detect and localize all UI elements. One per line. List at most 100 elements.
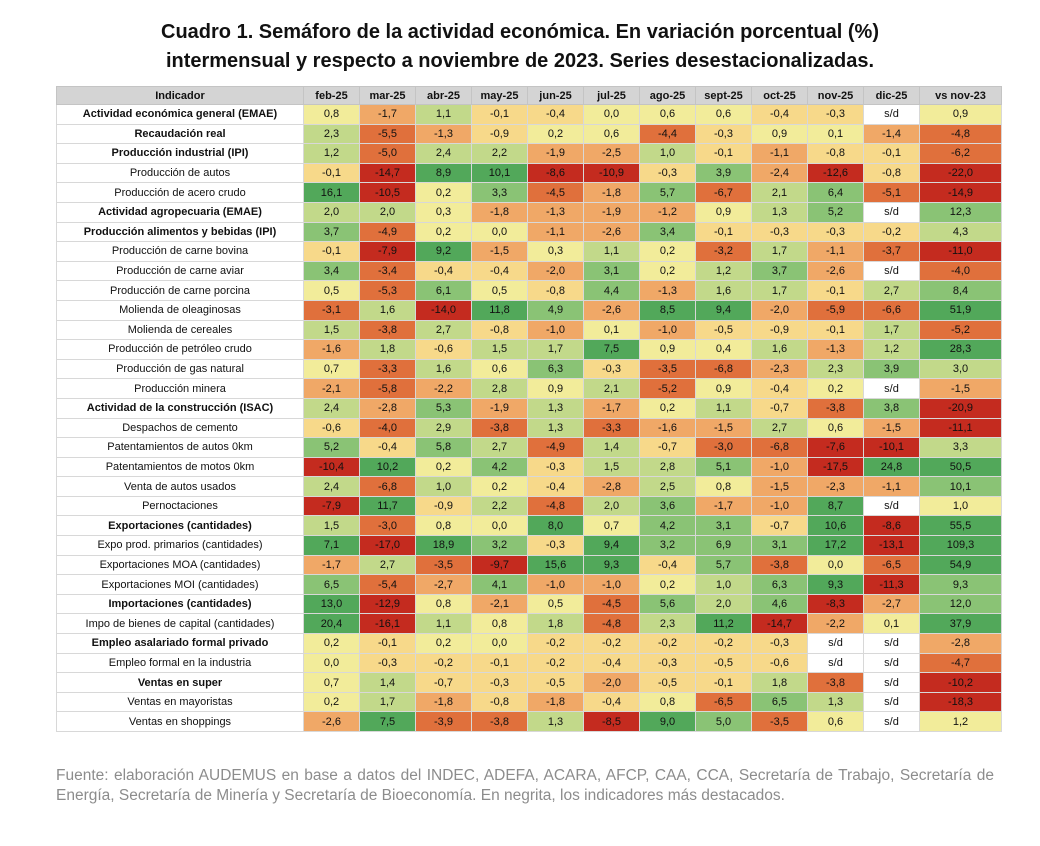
value-cell: s/d bbox=[863, 672, 920, 693]
value-cell: 1,8 bbox=[359, 339, 416, 360]
value-cell: 1,0 bbox=[919, 495, 1002, 517]
indicator-label: Molienda de cereales bbox=[56, 319, 304, 341]
value-cell: 54,9 bbox=[919, 554, 1002, 576]
value-cell: -0,3 bbox=[751, 221, 808, 243]
value-cell: 0,9 bbox=[639, 339, 696, 360]
value-cell: -0,1 bbox=[863, 143, 920, 164]
value-cell: -0,3 bbox=[639, 652, 696, 674]
value-cell: 0,7 bbox=[303, 672, 360, 693]
table-row: Producción de carne bovina -0,1 -7,9 9,2 -1,… bbox=[56, 241, 1002, 262]
value-cell: 1,7 bbox=[751, 241, 808, 262]
value-cell: -0,5 bbox=[695, 319, 752, 341]
value-cell: -4,8 bbox=[527, 495, 584, 517]
table-row: Despachos de cemento -0,6 -4,0 2,9 -3,8 1,3 -3… bbox=[56, 417, 1002, 439]
value-cell: -1,8 bbox=[415, 691, 472, 713]
indicator-label: Exportaciones MOI (cantidades) bbox=[56, 574, 304, 595]
value-cell: 0,1 bbox=[807, 123, 864, 145]
value-cell: -4,7 bbox=[919, 652, 1002, 674]
value-cell: -1,4 bbox=[863, 123, 920, 145]
table-title: Cuadro 1. Semáforo de la actividad econó… bbox=[0, 18, 1040, 76]
value-cell: 2,0 bbox=[695, 593, 752, 615]
value-cell: 3,7 bbox=[303, 221, 360, 243]
value-cell: 18,9 bbox=[415, 535, 472, 556]
value-cell: -6,8 bbox=[359, 476, 416, 497]
value-cell: s/d bbox=[863, 495, 920, 517]
value-cell: 8,7 bbox=[807, 495, 864, 517]
value-cell: 2,0 bbox=[359, 201, 416, 223]
value-cell: 10,2 bbox=[359, 456, 416, 478]
value-cell: 51,9 bbox=[919, 299, 1002, 321]
table-row: Exportaciones MOA (cantidades) -1,7 2,7 -3,… bbox=[56, 554, 1002, 576]
value-cell: -2,6 bbox=[303, 711, 360, 732]
value-cell: 3,2 bbox=[471, 535, 528, 556]
value-cell: 9,0 bbox=[639, 711, 696, 732]
value-cell: -0,5 bbox=[639, 672, 696, 693]
value-cell: 4,9 bbox=[527, 299, 584, 321]
value-cell: 1,8 bbox=[751, 672, 808, 693]
value-cell: -3,9 bbox=[415, 711, 472, 732]
value-cell: 1,0 bbox=[639, 143, 696, 164]
value-cell: -6,5 bbox=[863, 554, 920, 576]
value-cell: -1,0 bbox=[751, 456, 808, 478]
value-cell: -1,5 bbox=[751, 476, 808, 497]
value-cell: 0,9 bbox=[751, 123, 808, 145]
value-cell: 2,9 bbox=[415, 417, 472, 439]
value-cell: -16,1 bbox=[359, 613, 416, 635]
value-cell: 5,1 bbox=[695, 456, 752, 478]
title-line-2: intermensual y respecto a noviembre de 2… bbox=[165, 50, 875, 72]
value-cell: 0,6 bbox=[583, 123, 640, 145]
value-cell: -0,4 bbox=[583, 691, 640, 713]
title-line-1: Cuadro 1. Semáforo de la actividad econó… bbox=[161, 21, 879, 43]
value-cell: -0,3 bbox=[807, 104, 864, 125]
column-header: mar-25 bbox=[359, 86, 416, 105]
value-cell: -0,4 bbox=[527, 476, 584, 497]
table-row: Pernoctaciones -7,9 11,7 -0,9 2,2 -4,8 2,0 3,6-… bbox=[56, 495, 1002, 517]
table-row: Producción de autos -0,1 -14,7 8,9 10,1 -8,6-… bbox=[56, 162, 1002, 184]
value-cell: -1,8 bbox=[471, 201, 528, 223]
value-cell: -0,4 bbox=[471, 260, 528, 282]
indicator-label: Expo prod. primarios (cantidades) bbox=[56, 535, 304, 556]
value-cell: -1,7 bbox=[303, 554, 360, 576]
value-cell: 2,2 bbox=[471, 143, 528, 164]
value-cell: -0,1 bbox=[359, 633, 416, 654]
value-cell: 0,5 bbox=[527, 593, 584, 615]
semaforo-table: Indicador feb-25 mar-25 abr-25 may-25 jun-25 j… bbox=[56, 86, 1002, 732]
value-cell: 13,0 bbox=[303, 593, 360, 615]
value-cell: -4,4 bbox=[639, 123, 696, 145]
value-cell: -7,9 bbox=[359, 241, 416, 262]
indicator-label: Producción de carne bovina bbox=[56, 241, 304, 262]
value-cell: -3,5 bbox=[751, 711, 808, 732]
value-cell: 12,3 bbox=[919, 201, 1002, 223]
indicator-label: Producción alimentos y bebidas (IPI) bbox=[56, 221, 304, 243]
value-cell: 0,7 bbox=[583, 515, 640, 537]
value-cell: -0,1 bbox=[695, 221, 752, 243]
value-cell: -12,6 bbox=[807, 162, 864, 184]
value-cell: 0,5 bbox=[471, 280, 528, 301]
value-cell: -0,1 bbox=[471, 104, 528, 125]
value-cell: 9,2 bbox=[415, 241, 472, 262]
indicator-label: Despachos de cemento bbox=[56, 417, 304, 439]
value-cell: 2,4 bbox=[415, 143, 472, 164]
value-cell: s/d bbox=[863, 711, 920, 732]
value-cell: -0,6 bbox=[751, 652, 808, 674]
value-cell: 0,8 bbox=[303, 104, 360, 125]
value-cell: 0,0 bbox=[471, 221, 528, 243]
table-row: Producción de gas natural 0,7 -3,3 1,6 0,6 6,… bbox=[56, 358, 1002, 380]
value-cell: 0,2 bbox=[303, 691, 360, 713]
value-cell: -0,2 bbox=[527, 652, 584, 674]
value-cell: 4,2 bbox=[639, 515, 696, 537]
value-cell: -17,5 bbox=[807, 456, 864, 478]
value-cell: 10,1 bbox=[919, 476, 1002, 497]
value-cell: -5,2 bbox=[919, 319, 1002, 341]
value-cell: -0,4 bbox=[527, 104, 584, 125]
value-cell: 0,0 bbox=[303, 652, 360, 674]
value-cell: -0,2 bbox=[583, 633, 640, 654]
value-cell: 1,6 bbox=[415, 358, 472, 380]
value-cell: -2,8 bbox=[359, 397, 416, 419]
indicator-label: Empleo formal en la industria bbox=[56, 652, 304, 674]
value-cell: s/d bbox=[863, 633, 920, 654]
value-cell: 2,8 bbox=[639, 456, 696, 478]
value-cell: -7,6 bbox=[807, 437, 864, 458]
value-cell: -8,6 bbox=[863, 515, 920, 537]
value-cell: -1,5 bbox=[863, 417, 920, 439]
